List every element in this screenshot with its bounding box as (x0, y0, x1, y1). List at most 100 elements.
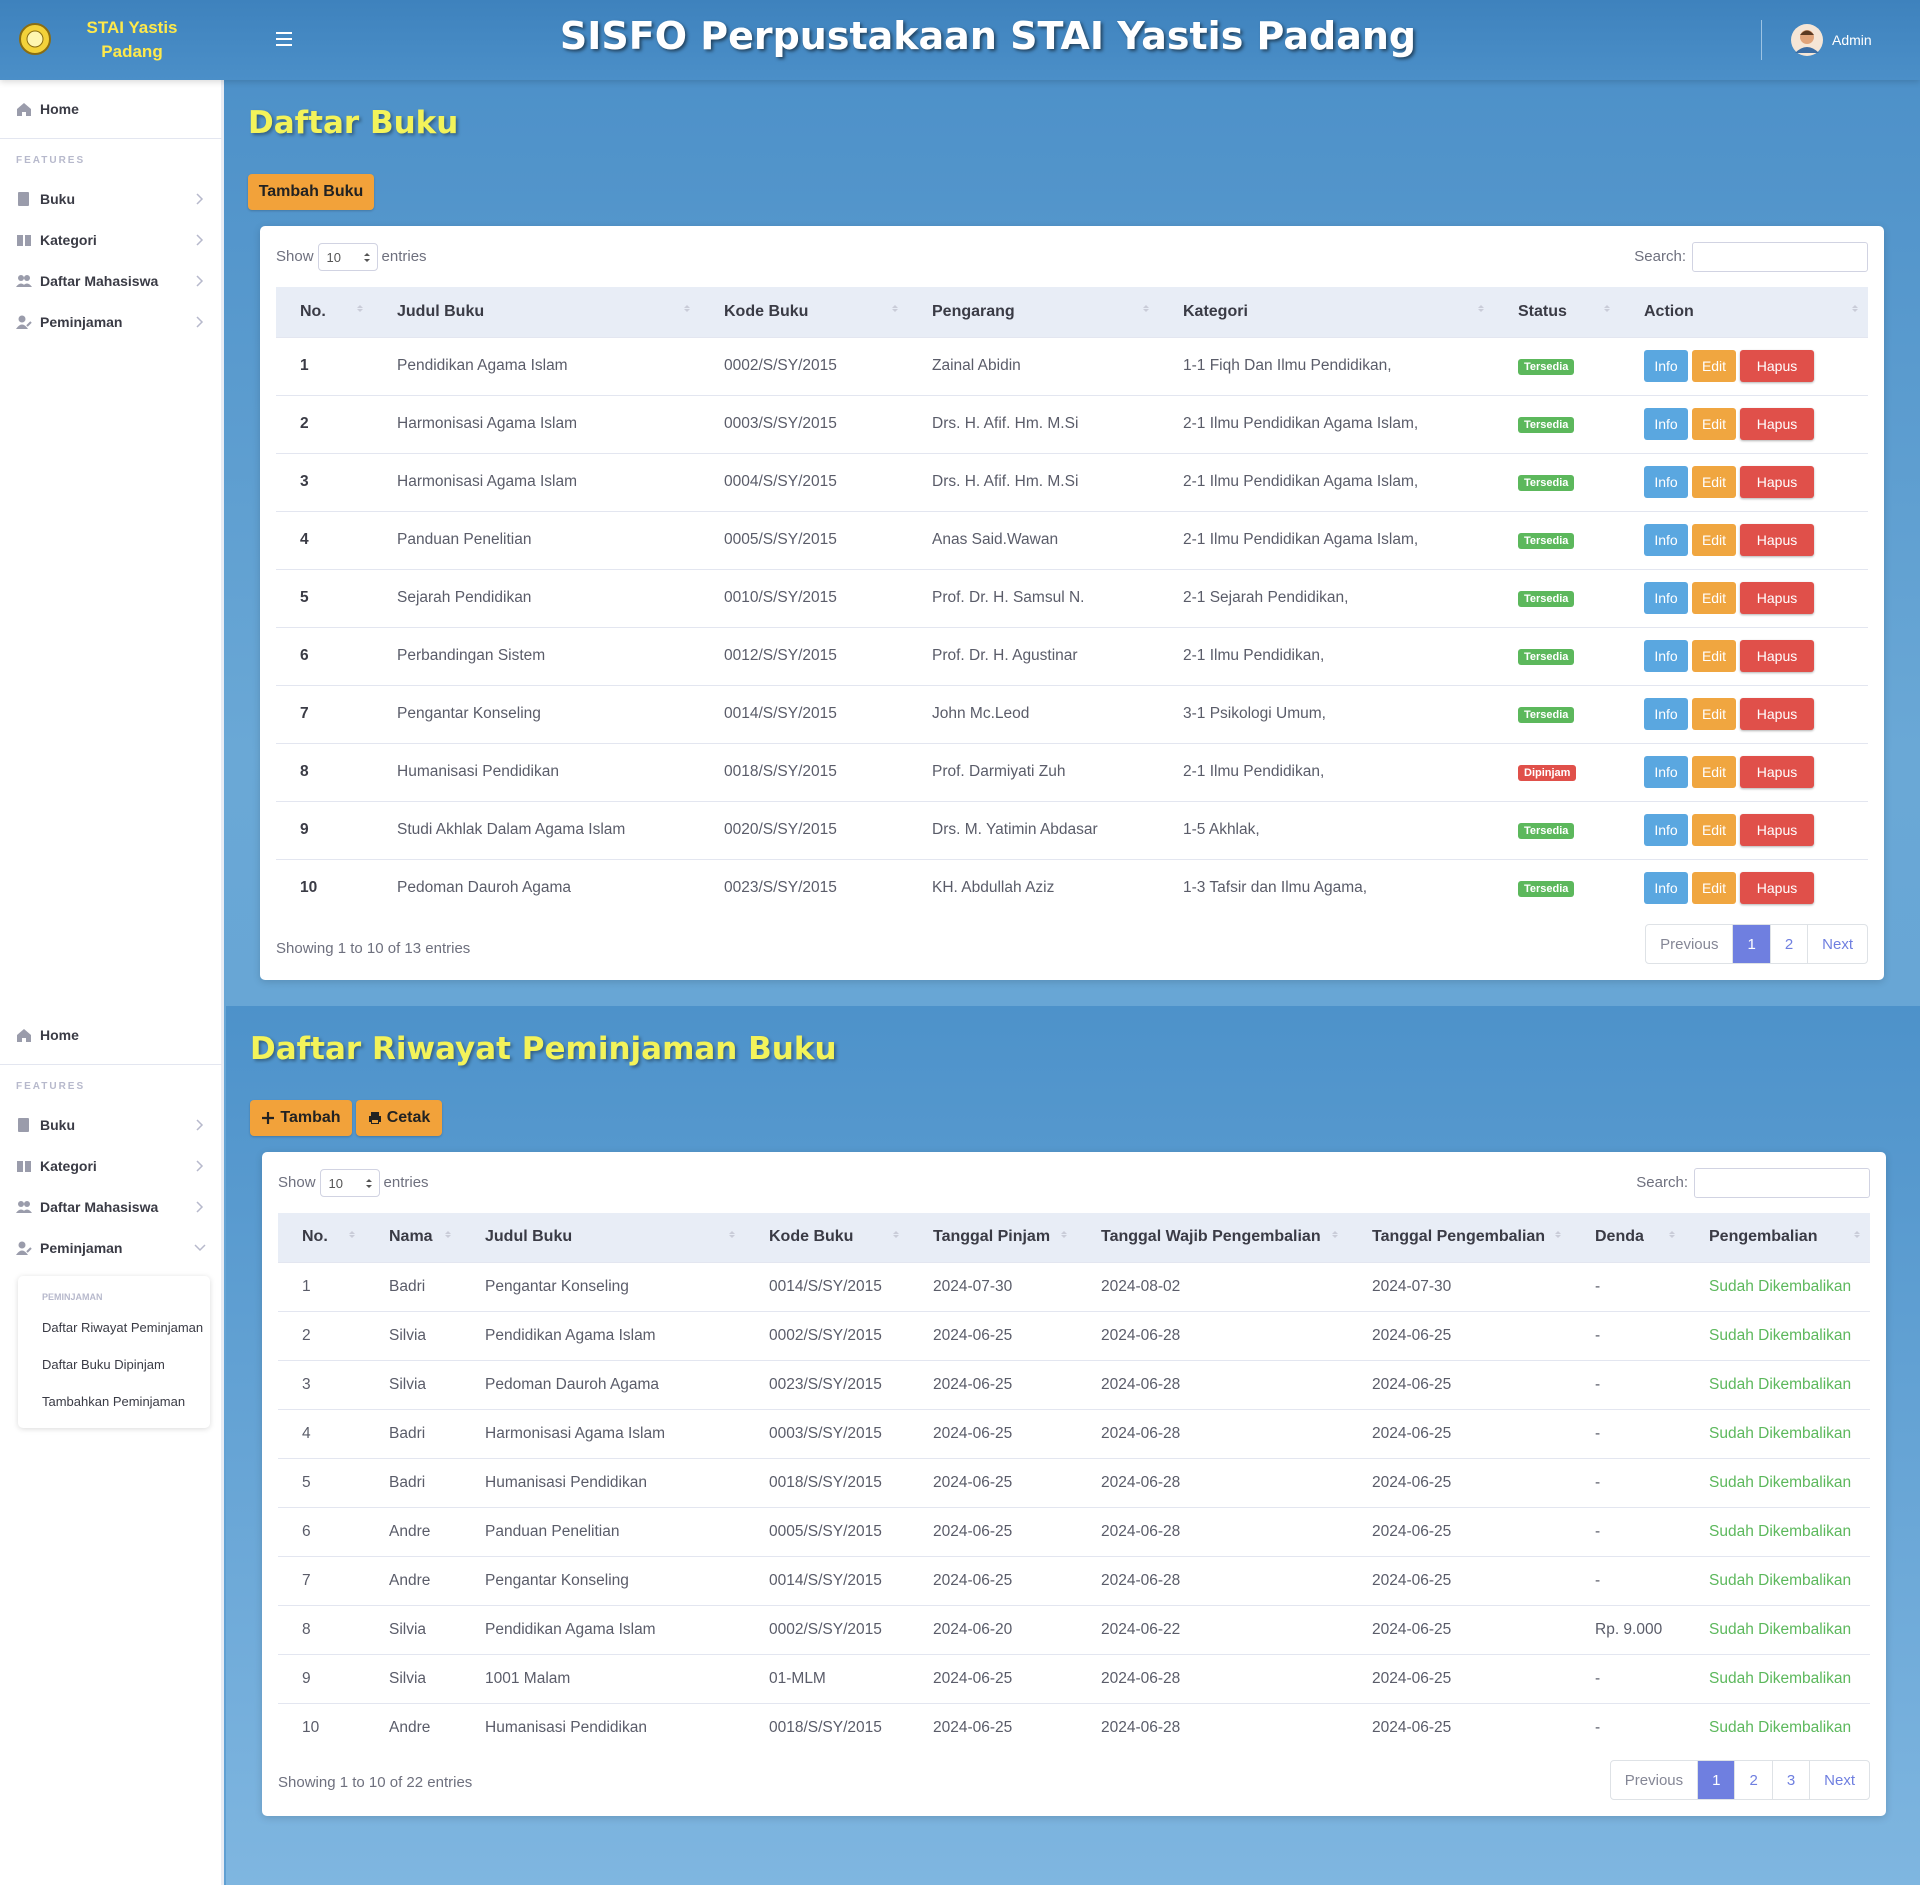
row-action-button[interactable]: Edit (1692, 756, 1736, 788)
page-link[interactable]: 2 (1734, 1761, 1771, 1799)
nav-item[interactable]: Kategori (40, 230, 97, 250)
row-action-button[interactable]: Edit (1692, 524, 1736, 556)
action-button[interactable]: Tambah Buku (248, 174, 374, 210)
cell-text: 2024-07-30 (1372, 1278, 1451, 1295)
row-action-button[interactable]: Edit (1692, 872, 1736, 904)
column-header[interactable]: Pengarang (908, 287, 1159, 337)
nav-item[interactable]: Peminjaman (40, 312, 122, 332)
page-link[interactable]: 1 (1697, 1761, 1734, 1799)
table-cell: 2024-06-25 (909, 1458, 1077, 1507)
cell-text: 3-1 Psikologi Umum, (1183, 705, 1326, 722)
row-action-button[interactable]: Info (1644, 698, 1688, 730)
nav-item[interactable]: Buku (40, 1115, 75, 1135)
column-header[interactable]: Status (1494, 287, 1620, 337)
page-link[interactable]: Previous (1611, 1761, 1697, 1799)
page-link[interactable]: 3 (1772, 1761, 1809, 1799)
column-header[interactable]: Pengembalian (1685, 1213, 1870, 1262)
row-action-button[interactable]: Info (1644, 756, 1688, 788)
page-link[interactable]: Next (1809, 1761, 1869, 1799)
row-action-button[interactable]: Hapus (1740, 698, 1814, 730)
row-action-button[interactable]: Hapus (1740, 466, 1814, 498)
table-cell: 10 (278, 1703, 365, 1752)
row-action-button[interactable]: Info (1644, 524, 1688, 556)
row-action-button[interactable]: Edit (1692, 698, 1736, 730)
cell-text: 6 (302, 1523, 311, 1540)
table-cell: 2-1 Ilmu Pendidikan Agama Islam, (1159, 453, 1494, 511)
page-length-select[interactable]: 10 (318, 243, 378, 271)
submenu-item[interactable]: Daftar Riwayat Peminjaman (42, 1320, 203, 1335)
nav-item[interactable]: Daftar Mahasiswa (40, 271, 158, 291)
column-header[interactable]: Kode Buku (700, 287, 908, 337)
column-header[interactable]: Judul Buku (373, 287, 700, 337)
cell-text: Silvia (389, 1670, 426, 1687)
row-action-button[interactable]: Info (1644, 640, 1688, 672)
column-header[interactable]: Judul Buku (461, 1213, 745, 1262)
column-header[interactable]: Tanggal Wajib Pengembalian (1077, 1213, 1348, 1262)
row-action-button[interactable]: Hapus (1740, 814, 1814, 846)
table-cell: 2024-06-25 (909, 1703, 1077, 1752)
row-action-button[interactable]: Hapus (1740, 756, 1814, 788)
nav-home[interactable]: Home (40, 1025, 79, 1045)
action-button[interactable]: Tambah (250, 1100, 352, 1136)
row-action-button[interactable]: Info (1644, 872, 1688, 904)
search-input[interactable] (1694, 1168, 1870, 1198)
submenu-item[interactable]: Tambahkan Peminjaman (42, 1394, 185, 1409)
row-action-button[interactable]: Hapus (1740, 524, 1814, 556)
row-action-button[interactable]: Hapus (1740, 408, 1814, 440)
nav-item[interactable]: Peminjaman (40, 1238, 122, 1258)
table-cell: 0002/S/SY/2015 (700, 337, 908, 395)
page-link[interactable]: Previous (1646, 925, 1732, 963)
action-button[interactable]: Cetak (356, 1100, 442, 1136)
column-header[interactable]: No. (278, 1213, 365, 1262)
column-header[interactable]: Action (1620, 287, 1868, 337)
page-link[interactable]: 2 (1770, 925, 1807, 963)
nav-item[interactable]: Daftar Mahasiswa (40, 1197, 158, 1217)
user-name[interactable]: Admin (1832, 32, 1872, 48)
column-header[interactable]: Denda (1571, 1213, 1685, 1262)
row-action-button[interactable]: Edit (1692, 582, 1736, 614)
cell-text: 2024-06-25 (1372, 1523, 1451, 1540)
row-action-button[interactable]: Edit (1692, 814, 1736, 846)
table-row: 4Panduan Penelitian0005/S/SY/2015Anas Sa… (276, 511, 1868, 569)
row-action-button[interactable]: Info (1644, 466, 1688, 498)
row-action-button[interactable]: Info (1644, 582, 1688, 614)
table-cell: 5 (276, 569, 373, 627)
row-action-button[interactable]: Edit (1692, 640, 1736, 672)
row-action-button[interactable]: Hapus (1740, 640, 1814, 672)
page-length-select[interactable]: 10 (320, 1169, 380, 1197)
table-cell: 2024-06-25 (909, 1360, 1077, 1409)
row-action-button[interactable]: Hapus (1740, 350, 1814, 382)
cell-text: 0005/S/SY/2015 (769, 1523, 882, 1540)
row-action-button[interactable]: Info (1644, 350, 1688, 382)
row-action-button[interactable]: Info (1644, 814, 1688, 846)
page-link[interactable]: 1 (1732, 925, 1769, 963)
button-label: Tambah (280, 1109, 340, 1127)
table-cell: Harmonisasi Agama Islam (461, 1409, 745, 1458)
row-action-button[interactable]: Edit (1692, 466, 1736, 498)
row-action-button[interactable]: Info (1644, 408, 1688, 440)
column-header[interactable]: Kode Buku (745, 1213, 909, 1262)
cell-text: 2024-06-28 (1101, 1523, 1180, 1540)
nav-home[interactable]: Home (40, 99, 79, 119)
avatar[interactable] (1790, 23, 1824, 57)
row-action-button[interactable]: Hapus (1740, 582, 1814, 614)
cell-text: Humanisasi Pendidikan (397, 763, 559, 780)
chevron (194, 234, 206, 246)
column-header[interactable]: Nama (365, 1213, 461, 1262)
page-link[interactable]: Next (1807, 925, 1867, 963)
column-header[interactable]: Tanggal Pengembalian (1348, 1213, 1571, 1262)
column-header[interactable]: No. (276, 287, 373, 337)
nav-item[interactable]: Buku (40, 189, 75, 209)
table-cell: 0023/S/SY/2015 (745, 1360, 909, 1409)
column-header[interactable]: Kategori (1159, 287, 1494, 337)
row-action-button[interactable]: Hapus (1740, 872, 1814, 904)
row-action-button[interactable]: Edit (1692, 350, 1736, 382)
nav-item[interactable]: Kategori (40, 1156, 97, 1176)
search-input[interactable] (1692, 242, 1868, 272)
row-action-button[interactable]: Edit (1692, 408, 1736, 440)
table-cell: 0014/S/SY/2015 (745, 1262, 909, 1311)
submenu-item[interactable]: Daftar Buku Dipinjam (42, 1357, 165, 1372)
column-header[interactable]: Tanggal Pinjam (909, 1213, 1077, 1262)
table-cell: Tersedia (1494, 801, 1620, 859)
status-badge: Tersedia (1518, 417, 1574, 433)
